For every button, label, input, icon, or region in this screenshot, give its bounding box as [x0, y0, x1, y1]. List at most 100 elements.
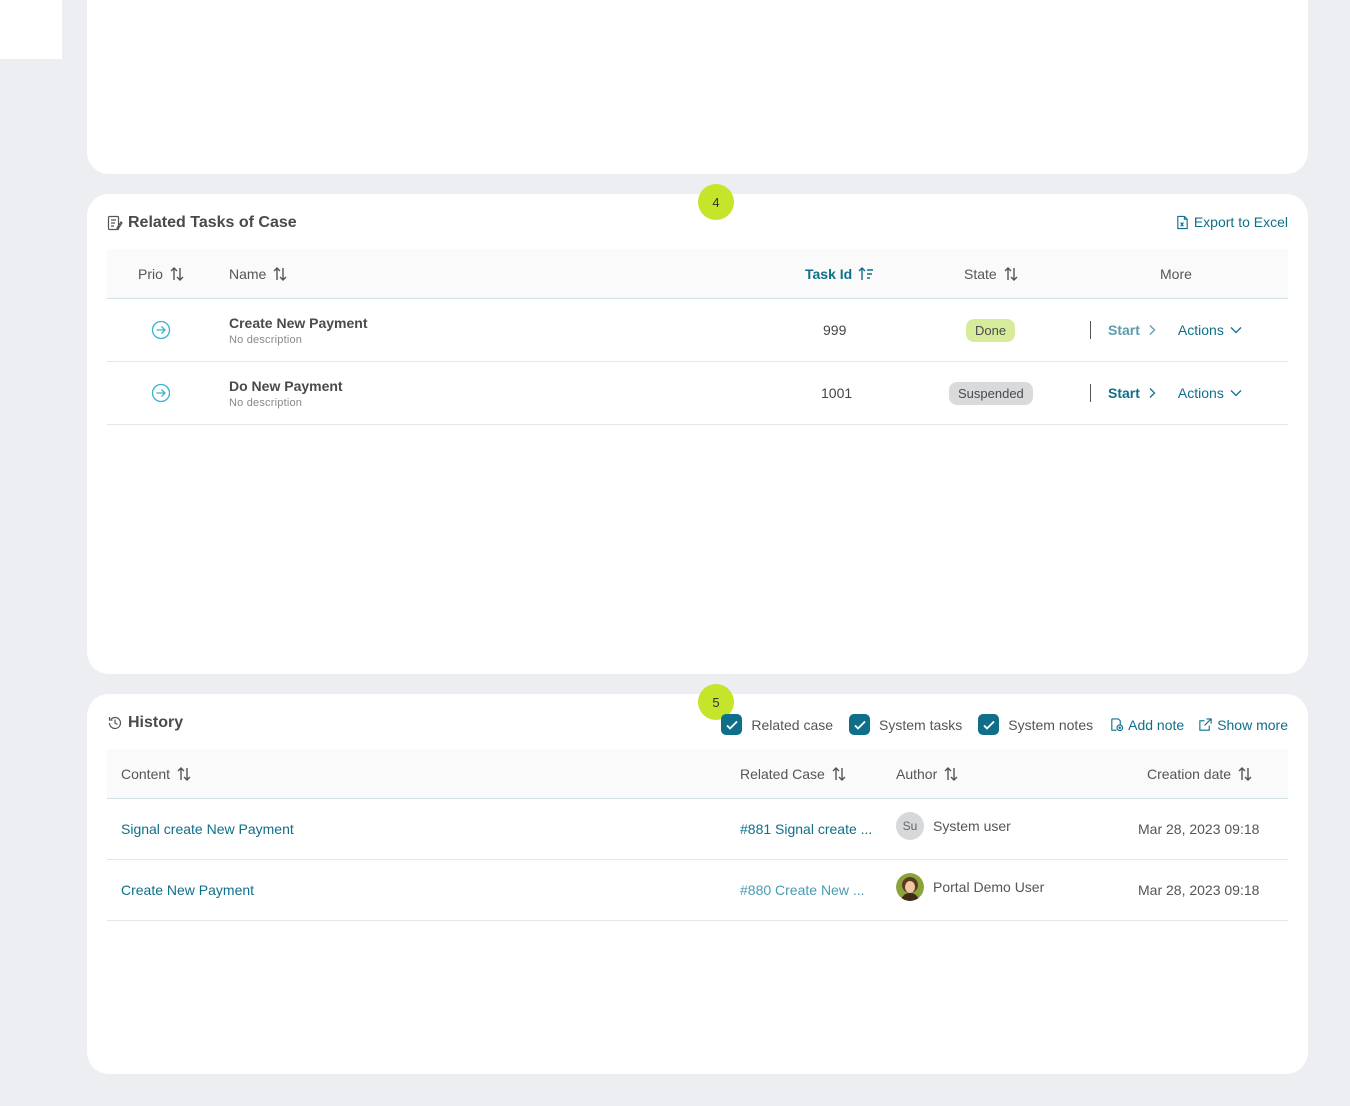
- checkbox-checked[interactable]: [849, 714, 871, 735]
- column-task-id-label: Task Id: [805, 266, 853, 282]
- related-tasks-card: 4 Related Tasks of Case Export to Excel …: [87, 184, 1308, 674]
- tasks-table-header: Prio Name Task Id State More: [107, 249, 1288, 299]
- checkbox-checked[interactable]: [978, 714, 1000, 735]
- show-more-label: Show more: [1217, 716, 1288, 733]
- sort-icon: [1238, 767, 1252, 781]
- column-creation-date-label: Creation date: [1147, 766, 1232, 782]
- author-name: Portal Demo User: [933, 879, 1045, 895]
- task-name[interactable]: Create New Payment: [229, 314, 368, 331]
- column-state-label: State: [964, 266, 997, 282]
- column-more-label: More: [1160, 266, 1192, 282]
- step-badge: 4: [698, 184, 734, 220]
- history-content-link[interactable]: Create New Payment: [121, 882, 255, 898]
- export-excel-link[interactable]: Export to Excel: [1175, 214, 1288, 230]
- task-description: No description: [229, 333, 303, 346]
- sort-icon: [944, 767, 958, 781]
- excel-file-icon: [1177, 215, 1188, 229]
- divider: [1090, 384, 1091, 402]
- task-id-cell: 999: [823, 299, 846, 361]
- user-photo-icon: [896, 873, 924, 901]
- task-id: 999: [823, 322, 847, 338]
- history-icon: [108, 716, 122, 730]
- task-id: 1001: [821, 385, 853, 401]
- related-case-link[interactable]: #880 Create New ...: [740, 882, 865, 898]
- start-button[interactable]: Start: [1108, 322, 1158, 338]
- actions-dropdown[interactable]: Actions: [1178, 385, 1242, 401]
- start-button[interactable]: Start: [1108, 385, 1158, 401]
- add-note-button[interactable]: Add note: [1109, 717, 1184, 733]
- table-row[interactable]: Signal create New Payment #881 Signal cr…: [107, 799, 1288, 860]
- history-table-header: Content Related Case Author Creation dat…: [107, 749, 1288, 799]
- actions-dropdown[interactable]: Actions: [1178, 322, 1242, 338]
- related-tasks-title: Related Tasks of Case: [107, 214, 297, 232]
- state-cell: Suspended: [949, 362, 1033, 424]
- task-id-cell: 1001: [821, 362, 852, 424]
- table-row[interactable]: Create New Payment #880 Create New ... P…: [107, 860, 1288, 921]
- column-prio[interactable]: Prio: [138, 249, 185, 299]
- column-author[interactable]: Author: [896, 749, 959, 799]
- sidebar-stub: [0, 0, 62, 59]
- start-label: Start: [1108, 322, 1140, 338]
- task-name[interactable]: Do New Payment: [229, 377, 343, 394]
- column-content[interactable]: Content: [121, 749, 192, 799]
- column-state[interactable]: State: [964, 249, 1019, 299]
- previous-widget-card: [87, 0, 1308, 174]
- column-name[interactable]: Name: [229, 249, 288, 299]
- date-cell: Mar 28, 2023 09:18: [1138, 799, 1259, 859]
- filter-related-case[interactable]: Related case: [721, 714, 833, 735]
- filter-system-tasks[interactable]: System tasks: [849, 714, 962, 735]
- column-more: More: [1160, 249, 1192, 299]
- column-prio-label: Prio: [138, 266, 163, 282]
- sort-icon: [170, 267, 184, 281]
- column-related-case[interactable]: Related Case: [740, 749, 847, 799]
- column-author-label: Author: [896, 766, 938, 782]
- filter-label: System tasks: [879, 716, 963, 733]
- priority-normal-icon: [151, 383, 171, 403]
- chevron-right-icon: [1149, 388, 1156, 398]
- content-cell: Signal create New Payment: [121, 799, 294, 859]
- checkmark-icon: [983, 720, 995, 730]
- table-row[interactable]: Do New Payment No description 1001 Suspe…: [107, 362, 1288, 425]
- avatar: Su: [896, 812, 924, 840]
- priority-normal-icon: [151, 320, 171, 340]
- related-tasks-title-text: Related Tasks of Case: [128, 214, 297, 231]
- more-cell: Start Actions: [1090, 299, 1242, 361]
- history-content-link[interactable]: Signal create New Payment: [121, 821, 294, 837]
- column-content-label: Content: [121, 766, 171, 782]
- task-name-cell: Create New Payment No description: [229, 299, 368, 361]
- table-row[interactable]: Create New Payment No description 999 Do…: [107, 299, 1288, 362]
- author-cell: Su System user: [896, 796, 1011, 856]
- task-description: No description: [229, 396, 303, 409]
- chevron-down-icon: [1230, 390, 1242, 397]
- sort-icon: [1004, 267, 1018, 281]
- column-task-id[interactable]: Task Id: [805, 249, 874, 299]
- checkmark-icon: [726, 720, 738, 730]
- status-badge: Done: [966, 318, 1016, 342]
- avatar: [896, 873, 924, 901]
- filter-label: System notes: [1008, 716, 1094, 733]
- prio-cell: [151, 362, 171, 424]
- history-title: History: [107, 714, 183, 732]
- checkbox-checked[interactable]: [721, 714, 743, 735]
- show-more-link[interactable]: Show more: [1198, 717, 1288, 733]
- filter-label: Related case: [751, 716, 834, 733]
- filter-system-notes[interactable]: System notes: [978, 714, 1093, 735]
- checkmark-icon: [853, 720, 866, 730]
- author-cell: Portal Demo User: [896, 857, 1044, 917]
- sort-icon: [832, 767, 846, 781]
- more-cell: Start Actions: [1090, 362, 1242, 424]
- creation-date: Mar 28, 2023 09:18: [1138, 821, 1260, 837]
- related-case-link[interactable]: #881 Signal create ...: [740, 821, 873, 837]
- chevron-right-icon: [1149, 325, 1156, 335]
- related-case-cell: #880 Create New ...: [740, 860, 865, 920]
- column-name-label: Name: [229, 266, 267, 282]
- history-title-text: History: [128, 714, 184, 731]
- sort-icon: [177, 767, 191, 781]
- sort-icon: [273, 267, 287, 281]
- actions-label: Actions: [1177, 322, 1224, 338]
- column-creation-date[interactable]: Creation date: [1147, 749, 1253, 799]
- creation-date: Mar 28, 2023 09:18: [1138, 882, 1260, 898]
- external-link-icon: [1199, 718, 1212, 731]
- state-cell: Done: [966, 299, 1016, 361]
- start-label: Start: [1108, 385, 1140, 401]
